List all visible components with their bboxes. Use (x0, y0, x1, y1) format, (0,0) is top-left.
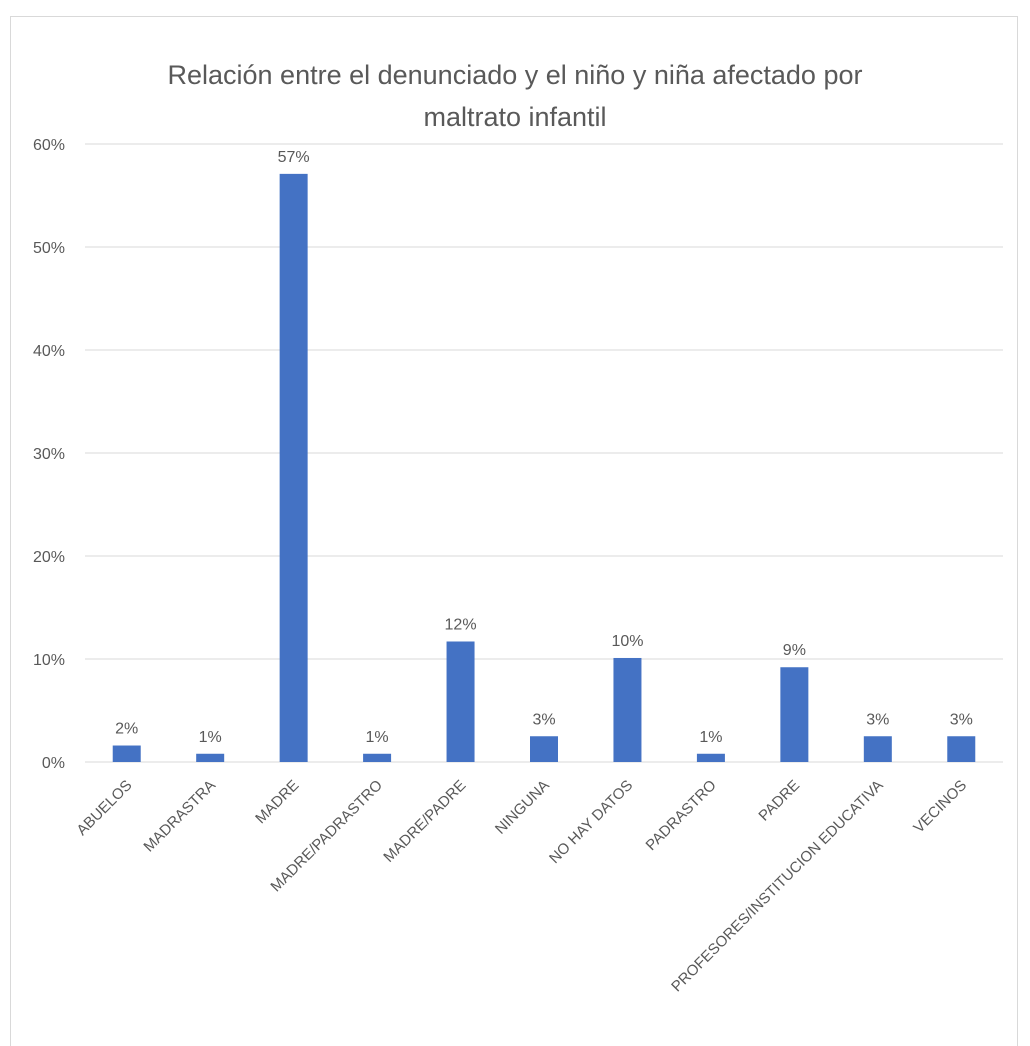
data-label: 12% (445, 616, 477, 633)
x-tick-label: MADRE (252, 777, 302, 827)
bar-padrastro (696, 753, 725, 762)
y-tick-label: 30% (33, 446, 65, 463)
y-axis-ticks: 0% 10% 20% 30% 40% 50% 60% (33, 137, 65, 772)
bar-madre-padre (446, 641, 475, 762)
x-tick-label: NO HAY DATOS (546, 777, 636, 867)
bar-ninguna (530, 736, 558, 762)
x-tick-label: MADRE/PADRE (380, 777, 469, 866)
y-tick-label: 20% (33, 549, 65, 566)
bar-madre-padrastro (363, 753, 392, 762)
data-label: 3% (866, 711, 889, 728)
x-axis-ticks: ABUELOS MADRASTRA MADREMADRE/PADRASTROMADR… (73, 777, 970, 995)
bar-abuelos (112, 745, 141, 762)
bar-profesores-institucion-educativa (863, 736, 892, 762)
x-tick-label: PADRE (755, 777, 803, 825)
x-tick-label: MADRASTRA (140, 777, 219, 856)
data-label: 3% (950, 711, 973, 728)
bar-no-hay-datos (613, 657, 642, 762)
chart-title: Relación entre el denunciado y el niño y… (0, 54, 1030, 138)
y-tick-label: 10% (33, 652, 65, 669)
x-tick-label: VECINOS (910, 777, 970, 837)
data-label: 10% (611, 633, 643, 650)
bar-vecinos (947, 736, 976, 762)
y-tick-label: 0% (42, 755, 65, 772)
x-tick-label: NINGUNA (492, 777, 553, 838)
data-label: 57% (278, 149, 310, 166)
data-label: 1% (699, 729, 722, 746)
data-label: 1% (199, 729, 222, 746)
chart-frame (10, 16, 1018, 1046)
data-label: 9% (783, 642, 806, 659)
y-tick-label: 50% (33, 240, 65, 257)
bar-madre (279, 173, 308, 762)
y-tick-label: 60% (33, 137, 65, 154)
bar-madrastra (196, 753, 225, 762)
bars (112, 173, 976, 762)
y-tick-label: 40% (33, 343, 65, 360)
chart-title-line-2: maltrato infantil (423, 102, 607, 132)
x-tick-label: PADRASTRO (642, 777, 719, 854)
x-tick-label: ABUELOS (73, 777, 135, 839)
data-labels: 2% 1% 57% 1% 12% 3% 10% 1% 9% 3% 3% (115, 149, 973, 746)
bar-padre (780, 667, 809, 762)
chart-title-line-1: Relación entre el denunciado y el niño y… (167, 60, 863, 90)
gridlines (85, 143, 1003, 763)
data-label: 2% (115, 721, 138, 738)
data-label: 1% (366, 729, 389, 746)
data-label: 3% (532, 711, 555, 728)
